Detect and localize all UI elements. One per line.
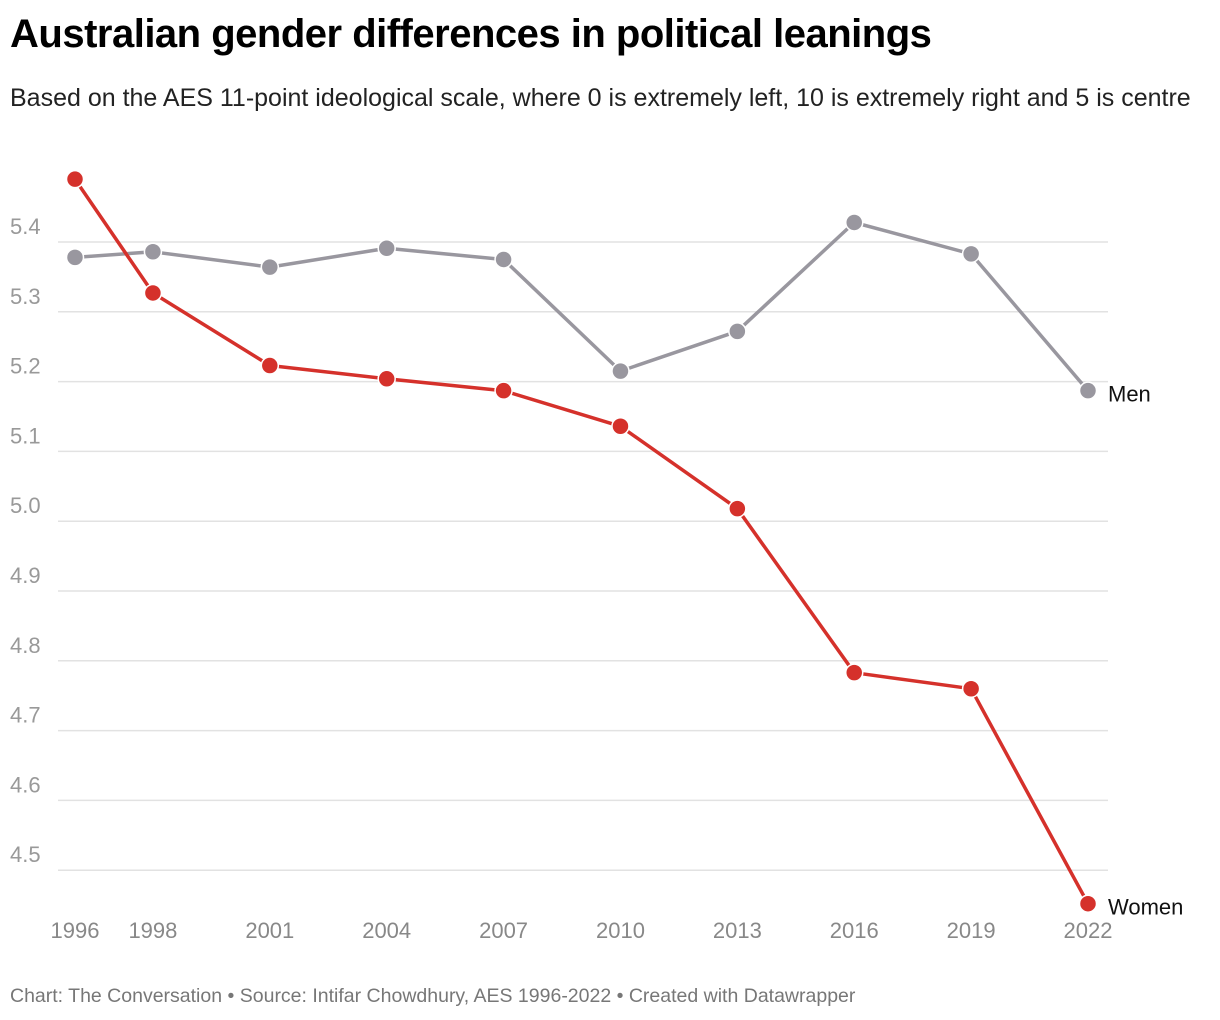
y-tick-label: 5.0 xyxy=(10,493,41,518)
data-point xyxy=(377,239,396,258)
data-point xyxy=(611,361,630,381)
x-tick-label: 2019 xyxy=(947,918,996,943)
x-tick-label: 2013 xyxy=(713,918,762,943)
y-tick-label: 4.5 xyxy=(10,842,41,867)
data-point xyxy=(65,248,85,267)
data-point xyxy=(143,242,163,262)
y-tick-label: 4.9 xyxy=(10,563,41,588)
x-tick-label: 2004 xyxy=(362,918,411,943)
x-axis: 1996 1998 2001 2004 2007 2010 2013 2016 2019 2022 xyxy=(51,918,1113,943)
data-point xyxy=(728,499,747,518)
y-tick-label: 5.4 xyxy=(10,214,41,239)
data-point xyxy=(1078,381,1098,400)
chart-subtitle: Based on the AES 11-point ideological sc… xyxy=(10,84,1191,112)
x-tick-label: 1998 xyxy=(128,918,177,943)
series-line xyxy=(73,178,1090,905)
data-point xyxy=(1078,894,1098,913)
series-men: Men xyxy=(65,213,1151,407)
y-tick-label: 4.6 xyxy=(10,772,41,797)
grid-lines xyxy=(58,241,1108,871)
y-tick-label: 4.8 xyxy=(10,633,41,658)
data-point xyxy=(377,369,396,389)
x-tick-label: 2001 xyxy=(245,918,294,943)
data-point xyxy=(260,257,280,277)
x-tick-label: 2007 xyxy=(479,918,528,943)
line-chart: 4.5 4.6 4.7 4.8 4.9 5.0 5.1 5.2 5.3 5.4 1996 1998 2… xyxy=(10,169,1183,943)
chart-footer: Chart: The Conversation • Source: Intifa… xyxy=(10,985,856,1007)
data-point xyxy=(961,679,981,698)
series-label: Men xyxy=(1108,382,1151,407)
chart-title: Australian gender differences in politic… xyxy=(10,12,932,56)
data-point xyxy=(844,663,864,682)
series-women: Women xyxy=(65,169,1183,920)
y-tick-label: 5.2 xyxy=(10,354,41,379)
x-tick-label: 2010 xyxy=(596,918,645,943)
series-group: Men Women xyxy=(65,169,1183,920)
x-tick-label: 2022 xyxy=(1064,918,1113,943)
x-tick-label: 1996 xyxy=(51,918,100,943)
x-tick-label: 2016 xyxy=(830,918,879,943)
y-tick-label: 5.3 xyxy=(10,284,41,309)
y-axis: 4.5 4.6 4.7 4.8 4.9 5.0 5.1 5.2 5.3 5.4 xyxy=(10,214,41,867)
data-point xyxy=(494,381,513,400)
y-tick-label: 5.1 xyxy=(10,423,41,448)
data-point xyxy=(611,417,630,436)
data-point xyxy=(844,213,864,232)
series-label: Women xyxy=(1108,895,1183,920)
data-point xyxy=(494,250,513,269)
data-point xyxy=(260,356,280,375)
series-line xyxy=(74,220,1090,392)
data-point xyxy=(143,283,163,303)
data-point xyxy=(728,322,747,341)
y-tick-label: 4.7 xyxy=(10,703,41,728)
data-point xyxy=(961,244,981,264)
data-point xyxy=(65,169,85,189)
